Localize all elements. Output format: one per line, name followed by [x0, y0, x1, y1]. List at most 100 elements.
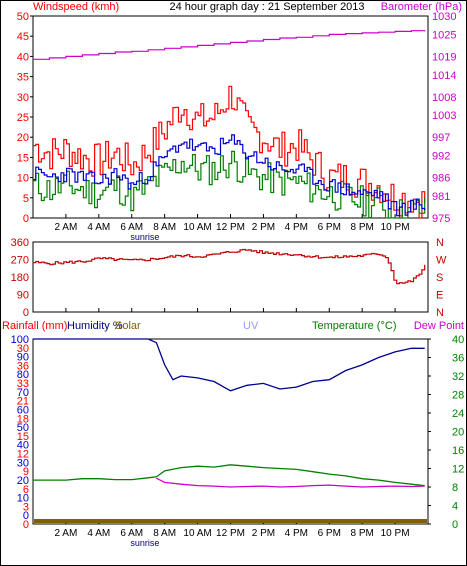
wind-y-tick-label: 15: [17, 152, 29, 164]
wind-y-tick-label: 50: [17, 11, 29, 23]
compass-tick-label: E: [436, 290, 443, 302]
wind-y-tick-label: 30: [17, 92, 29, 104]
humidity-rain-y-tick-label: 33: [17, 378, 29, 390]
rainfall-legend: Rainfall (mm): [2, 320, 67, 332]
barometer-y-tick-label: 975: [432, 213, 450, 225]
direction-y-tick-label: 360: [11, 237, 29, 249]
barometer-y-tick-label: 1019: [432, 51, 456, 63]
humidity-x-tick-label: 4 PM: [285, 528, 308, 539]
windspeed-title: Windspeed (kmh): [33, 1, 119, 13]
humidity-rain-y-tick-label: 6: [23, 484, 29, 496]
humidity-x-tick-label: 6 PM: [318, 528, 341, 539]
wind-y-tick-label: 45: [17, 31, 29, 43]
dewpoint-legend: Dew Point: [414, 320, 464, 332]
wind-x-tick-label: 10 PM: [381, 222, 410, 233]
humidity-rain-y-tick-label: 12: [17, 449, 29, 461]
wind-x-tick-label: 12 PM: [216, 222, 245, 233]
humidity-rain-y-tick-label: 60: [17, 404, 29, 416]
wind-y-tick-label: 25: [17, 112, 29, 124]
wind-y-tick-label: 20: [17, 132, 29, 144]
wind-x-tick-label: 10 AM: [183, 222, 211, 233]
temperature-y-tick-label: 24: [452, 408, 464, 420]
wind-direction-line: [33, 248, 426, 285]
humidity-rain-y-tick-label: 0: [23, 510, 29, 522]
direction-y-tick-label: 270: [11, 255, 29, 267]
wind-x-tick-label: 6 PM: [318, 222, 341, 233]
humidity-x-tick-label: 6 AM: [120, 528, 143, 539]
humidity-rain-y-tick-label: 100: [11, 334, 29, 346]
humidity-x-tick-label: 10 PM: [381, 528, 410, 539]
wind-x-tick-label: 8 AM: [153, 222, 176, 233]
direction-y-tick-label: 0: [23, 307, 29, 319]
barometer-y-tick-label: 986: [432, 173, 450, 185]
wind-x-tick-label: 2 AM: [55, 222, 78, 233]
barometer-y-tick-label: 1025: [432, 29, 456, 41]
solar-legend: Solar: [115, 320, 141, 332]
humidity-x-tick-label: 8 AM: [153, 528, 176, 539]
barometer-y-tick-label: 1008: [432, 92, 456, 104]
humidity-rain-y-tick-label: 18: [17, 413, 29, 425]
humidity-rain-y-tick-label: 10: [17, 493, 29, 505]
temperature-y-tick-label: 20: [452, 427, 464, 439]
humidity-rain-y-tick-label: 3: [23, 501, 29, 513]
temperature-line: [33, 464, 425, 487]
humidity-sunrise-label: sunrise: [130, 538, 159, 548]
wind-average-line: [33, 134, 426, 217]
wind-sunrise-label: sunrise: [130, 232, 159, 242]
wind-y-tick-label: 10: [17, 173, 29, 185]
humidity-x-tick-label: 2 AM: [55, 528, 78, 539]
humidity-rain-y-tick-label: 30: [17, 343, 29, 355]
temperature-y-tick-label: 16: [452, 445, 464, 457]
humidity-rain-y-tick-label: 9: [23, 466, 29, 478]
humidity-rain-y-tick-label: 40: [17, 440, 29, 452]
wind-y-tick-label: 0: [23, 213, 29, 225]
barometer-y-tick-label: 1003: [432, 110, 456, 122]
compass-tick-label: N: [436, 237, 444, 249]
direction-y-tick-label: 180: [11, 272, 29, 284]
temperature-y-tick-label: 12: [452, 464, 464, 476]
temperature-y-tick-label: 36: [452, 353, 464, 365]
temperature-y-tick-label: 8: [452, 482, 458, 494]
humidity-rain-y-tick-label: 80: [17, 369, 29, 381]
wind-x-tick-label: 4 PM: [285, 222, 308, 233]
humidity-rain-y-tick-label: 50: [17, 422, 29, 434]
temperature-y-tick-label: 40: [452, 334, 464, 346]
temperature-legend: Temperature (°C): [312, 320, 396, 332]
temperature-y-tick-label: 0: [452, 519, 458, 531]
humidity-x-tick-label: 2 PM: [252, 528, 275, 539]
direction-y-tick-label: 90: [17, 290, 29, 302]
barometer-y-tick-label: 997: [432, 132, 450, 144]
barometer-y-tick-label: 981: [432, 191, 450, 203]
barometer-line: [33, 30, 426, 60]
wind-x-tick-label: 2 PM: [252, 222, 275, 233]
wind-gust-line: [33, 85, 426, 219]
uv-legend: UV: [243, 320, 259, 332]
temperature-y-tick-label: 28: [452, 390, 464, 402]
wind-x-tick-label: 6 AM: [120, 222, 143, 233]
barometer-y-tick-label: 1014: [432, 70, 456, 82]
humidity-rain-y-tick-label: 30: [17, 457, 29, 469]
barometer-y-tick-label: 992: [432, 151, 450, 163]
humidity-rain-y-tick-label: 15: [17, 431, 29, 443]
wind-x-tick-label: 4 AM: [87, 222, 110, 233]
humidity-rain-y-tick-label: 90: [17, 352, 29, 364]
humidity-rain-y-tick-label: 36: [17, 360, 29, 372]
humidity-rain-y-tick-label: 21: [17, 396, 29, 408]
wind-y-tick-label: 35: [17, 72, 29, 84]
compass-tick-label: W: [436, 255, 447, 267]
dewpoint-line: [156, 477, 425, 488]
compass-tick-label: S: [436, 272, 443, 284]
wind-y-tick-label: 5: [23, 193, 29, 205]
graph-date-title: 24 hour graph day : 21 September 2013: [169, 1, 364, 13]
humidity-rain-y-tick-label: 0: [23, 519, 29, 531]
humidity-x-tick-label: 8 PM: [350, 528, 373, 539]
humidity-x-tick-label: 12 PM: [216, 528, 245, 539]
barometer-y-tick-label: 1030: [432, 11, 456, 23]
barometer-title: Barometer (hPa): [381, 1, 462, 13]
rainfall-bar: [34, 519, 427, 523]
chart-panels: 0510152025303540455097598198699299710031…: [11, 11, 465, 548]
wind-y-tick-label: 40: [17, 51, 29, 63]
